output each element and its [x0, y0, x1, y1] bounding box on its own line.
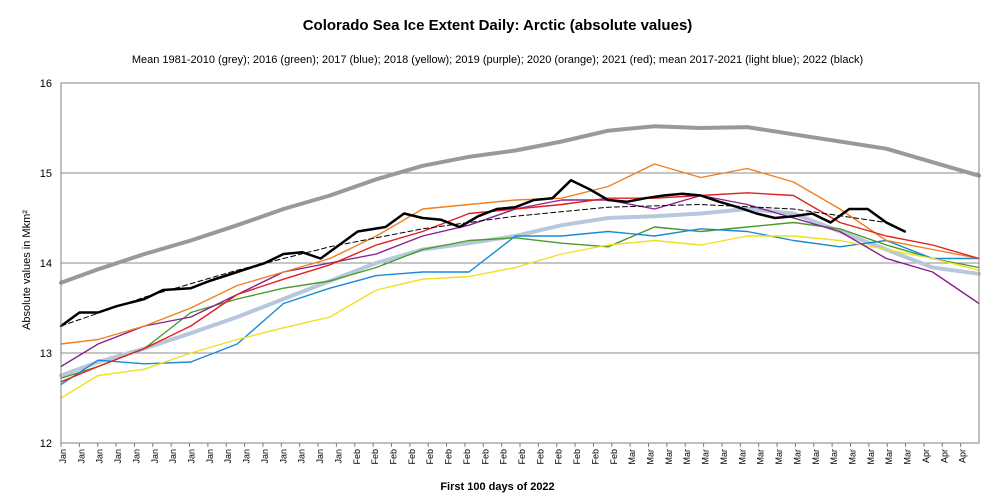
- x-tick-label: Jan: [131, 449, 141, 464]
- grid-lines: [61, 83, 979, 443]
- x-tick-label: Feb: [444, 449, 454, 465]
- x-tick-label: Apr: [921, 449, 931, 463]
- x-tick-label: Jan: [242, 449, 252, 464]
- x-tick-label: Feb: [609, 449, 619, 465]
- x-tick-label: Mar: [903, 449, 913, 465]
- x-tick-label: Jan: [95, 449, 105, 464]
- x-tick-label: Mar: [884, 449, 894, 465]
- chart-canvas: 1213141516 Jan Jan Jan Jan Jan Jan Jan Jan Jan Ja…: [0, 0, 995, 503]
- y-tick-label: 13: [40, 348, 52, 360]
- x-tick-label: Mar: [774, 449, 784, 465]
- y-tick-label: 16: [40, 78, 52, 90]
- x-tick-label: Feb: [554, 449, 564, 465]
- y-axis-title: Absolute values in Mkm²: [21, 210, 33, 330]
- x-tick-label: Feb: [535, 449, 545, 465]
- x-tick-label: Feb: [462, 449, 472, 465]
- x-tick-label: Mar: [756, 449, 766, 465]
- x-tick-label: Feb: [572, 449, 582, 465]
- x-tick-label: Jan: [278, 449, 288, 464]
- x-tick-label: Feb: [370, 449, 380, 465]
- x-tick-label: Jan: [260, 449, 270, 464]
- x-tick-label: Jan: [113, 449, 123, 464]
- series-line-2018: [61, 236, 979, 398]
- x-tick-label: Feb: [499, 449, 509, 465]
- x-tick-label: Mar: [627, 449, 637, 465]
- x-tick-label: Jan: [205, 449, 215, 464]
- x-tick-label: Mar: [682, 449, 692, 465]
- x-tick-label: Feb: [407, 449, 417, 465]
- x-tick-label: Feb: [517, 449, 527, 465]
- x-tick-label: Mar: [737, 449, 747, 465]
- x-tick-label: Mar: [811, 449, 821, 465]
- x-tick-label: Jan: [168, 449, 178, 464]
- x-tick-label: Jan: [187, 449, 197, 464]
- x-tick-label: Mar: [646, 449, 656, 465]
- x-tick-label: Mar: [719, 449, 729, 465]
- x-tick-labels: Jan Jan Jan Jan Jan Jan Jan Jan Jan Jan Jan Jan Jan J…: [58, 443, 968, 465]
- y-tick-label: 14: [40, 258, 52, 270]
- x-tick-label: Jan: [333, 449, 343, 464]
- x-tick-label: Mar: [701, 449, 711, 465]
- x-tick-label: Apr: [958, 449, 968, 463]
- x-tick-label: Feb: [480, 449, 490, 465]
- x-tick-label: Feb: [388, 449, 398, 465]
- y-tick-label: 15: [40, 168, 52, 180]
- series-line-2017: [61, 229, 979, 385]
- series-lines: [61, 126, 979, 398]
- x-tick-label: Jan: [315, 449, 325, 464]
- x-tick-label: Feb: [590, 449, 600, 465]
- y-tick-labels: 12 13 14 15 16: [40, 78, 52, 450]
- x-tick-label: Apr: [939, 449, 949, 463]
- x-tick-label: Jan: [297, 449, 307, 464]
- series-line-2020: [61, 164, 979, 344]
- y-tick-label: 12: [40, 438, 52, 450]
- series-line-2016: [61, 223, 979, 379]
- x-tick-label: Mar: [792, 449, 802, 465]
- x-axis-title: First 100 days of 2022: [0, 481, 995, 493]
- x-tick-label: Mar: [866, 449, 876, 465]
- x-tick-label: Jan: [58, 449, 68, 464]
- x-tick-label: Jan: [150, 449, 160, 464]
- x-tick-label: Mar: [829, 449, 839, 465]
- x-tick-label: Jan: [223, 449, 233, 464]
- x-tick-label: Mar: [664, 449, 674, 465]
- series-line-2022: [61, 180, 905, 326]
- x-tick-label: Mar: [847, 449, 857, 465]
- series-line-trend: [61, 205, 886, 327]
- x-tick-label: Jan: [76, 449, 86, 464]
- x-tick-label: Feb: [425, 449, 435, 465]
- x-tick-label: Feb: [352, 449, 362, 465]
